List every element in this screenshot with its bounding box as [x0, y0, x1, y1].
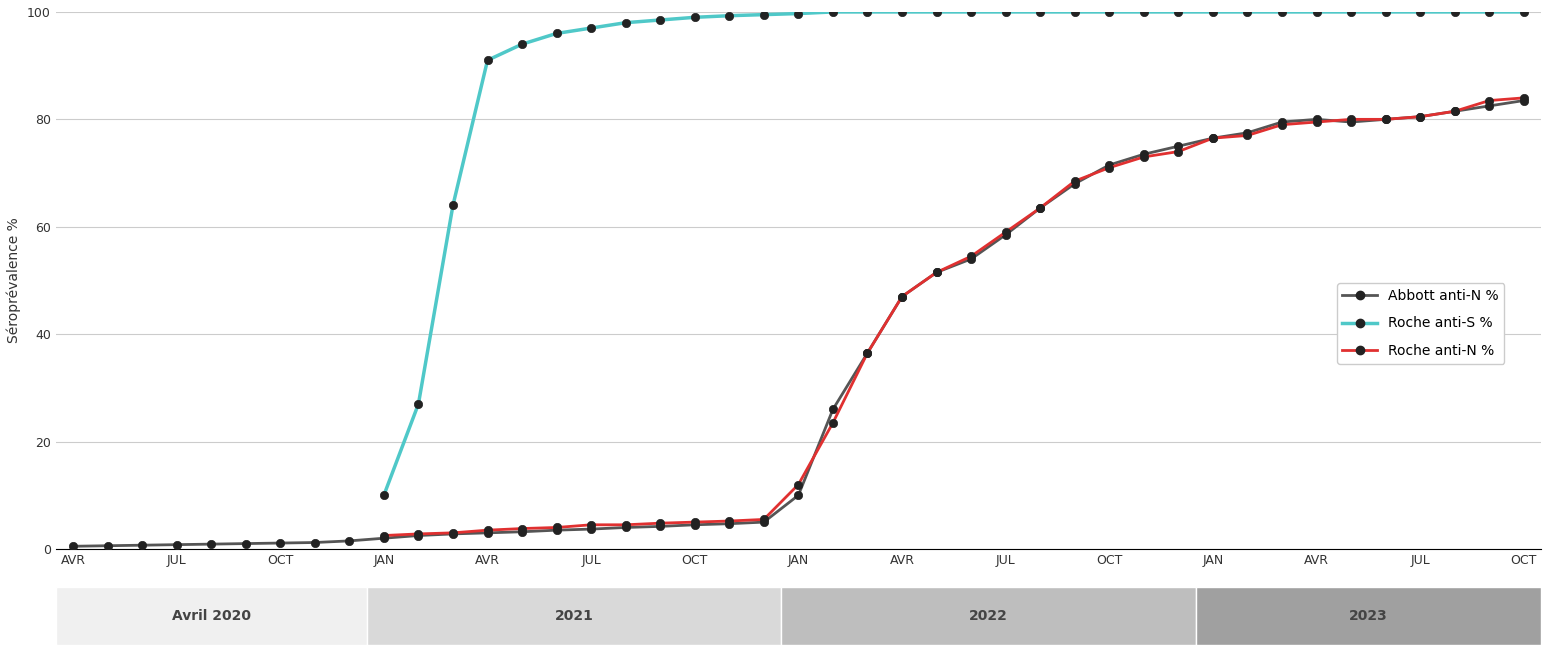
Text: 2021: 2021 — [554, 609, 593, 623]
Bar — [367, 587, 782, 645]
Legend: Abbott anti-N %, Roche anti-S %, Roche anti-N %: Abbott anti-N %, Roche anti-S %, Roche a… — [1337, 283, 1505, 364]
Y-axis label: Séroprévalence %: Séroprévalence % — [6, 218, 22, 344]
Text: 2023: 2023 — [1348, 609, 1387, 623]
Text: 2022: 2022 — [969, 609, 1008, 623]
Bar — [56, 587, 367, 645]
Text: Avril 2020: Avril 2020 — [172, 609, 251, 623]
Bar — [1195, 587, 1542, 645]
Bar — [782, 587, 1195, 645]
